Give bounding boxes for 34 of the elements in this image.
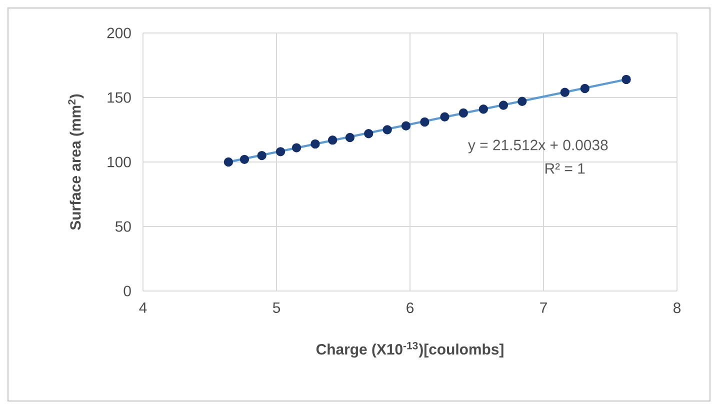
point bbox=[518, 96, 527, 106]
point bbox=[345, 132, 355, 142]
x-tick-label: 4 bbox=[139, 302, 147, 313]
point bbox=[328, 135, 338, 145]
point bbox=[458, 108, 468, 118]
y-tick-label: 50 bbox=[115, 221, 131, 232]
x-tick-label: 7 bbox=[540, 302, 547, 313]
point bbox=[580, 84, 590, 94]
point bbox=[364, 129, 374, 138]
x-tick-label: 5 bbox=[272, 302, 280, 313]
point bbox=[257, 150, 266, 160]
point bbox=[401, 121, 411, 130]
point bbox=[420, 117, 430, 127]
y-tick-label: 100 bbox=[108, 156, 131, 168]
point bbox=[440, 112, 450, 122]
y-tick-label: 150 bbox=[108, 92, 131, 103]
y-axis-title: Surface area (mm$^{2}$) bbox=[68, 94, 84, 230]
point bbox=[622, 74, 631, 84]
x-tick-label: 8 bbox=[674, 302, 681, 314]
annotation: R² = 1 bbox=[546, 163, 585, 174]
point bbox=[276, 147, 286, 156]
y-tick-label: 200 bbox=[107, 28, 131, 38]
point bbox=[498, 100, 508, 110]
point bbox=[292, 143, 302, 152]
point bbox=[240, 154, 250, 164]
annotation: y = 21.512x + 0.0038 bbox=[468, 140, 608, 154]
point bbox=[224, 157, 234, 167]
x-tick-label: 6 bbox=[406, 302, 414, 314]
point bbox=[310, 139, 320, 149]
x-axis-title: Charge (X10$^{-13}$)[coulombs] bbox=[316, 342, 504, 358]
point bbox=[560, 88, 570, 97]
point bbox=[382, 125, 392, 134]
y-tick-label: 0 bbox=[124, 286, 131, 296]
point bbox=[478, 104, 488, 114]
